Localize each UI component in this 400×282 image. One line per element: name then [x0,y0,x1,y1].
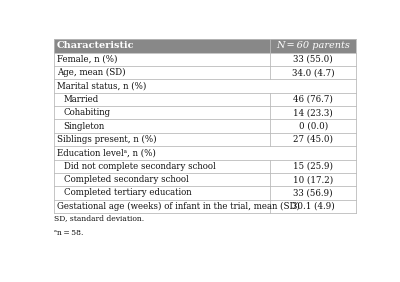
Text: Marital status, n (%): Marital status, n (%) [57,81,146,91]
Bar [54,146,356,160]
Bar [54,53,356,66]
Text: Gestational age (weeks) of infant in the trial, mean (SD): Gestational age (weeks) of infant in the… [57,202,300,211]
Text: SD, standard deviation.: SD, standard deviation. [54,214,144,222]
Text: 33 (55.0): 33 (55.0) [293,55,333,64]
Bar [54,160,356,173]
Text: Siblings present, n (%): Siblings present, n (%) [57,135,156,144]
Text: Completed secondary school: Completed secondary school [64,175,188,184]
Bar [54,106,356,120]
Text: 46 (76.7): 46 (76.7) [293,95,333,104]
Text: Did not complete secondary school: Did not complete secondary school [64,162,215,171]
Text: ᵃn = 58.: ᵃn = 58. [54,229,83,237]
Text: Characteristic: Characteristic [57,41,134,50]
Bar [54,133,356,146]
Text: 15 (25.9): 15 (25.9) [293,162,333,171]
Text: Cohabiting: Cohabiting [64,108,111,117]
Bar [54,66,356,79]
Bar [54,173,356,186]
Text: 34.0 (4.7): 34.0 (4.7) [292,68,334,77]
Text: N = 60 parents: N = 60 parents [276,41,350,50]
Bar [54,200,356,213]
Bar [54,186,356,200]
Text: 10 (17.2): 10 (17.2) [293,175,333,184]
Bar [54,93,356,106]
Text: Married: Married [64,95,99,104]
Bar [54,120,356,133]
Text: 0 (0.0): 0 (0.0) [298,122,328,131]
Bar [54,39,356,53]
Text: Education levelᵃ, n (%): Education levelᵃ, n (%) [57,148,156,157]
Text: Completed tertiary education: Completed tertiary education [64,188,191,197]
Text: Singleton: Singleton [64,122,105,131]
Text: 27 (45.0): 27 (45.0) [293,135,333,144]
Text: 14 (23.3): 14 (23.3) [293,108,333,117]
Text: Female, n (%): Female, n (%) [57,55,117,64]
Text: 33 (56.9): 33 (56.9) [293,188,333,197]
Text: 30.1 (4.9): 30.1 (4.9) [292,202,334,211]
Bar [54,79,356,93]
Text: Age, mean (SD): Age, mean (SD) [57,68,126,77]
